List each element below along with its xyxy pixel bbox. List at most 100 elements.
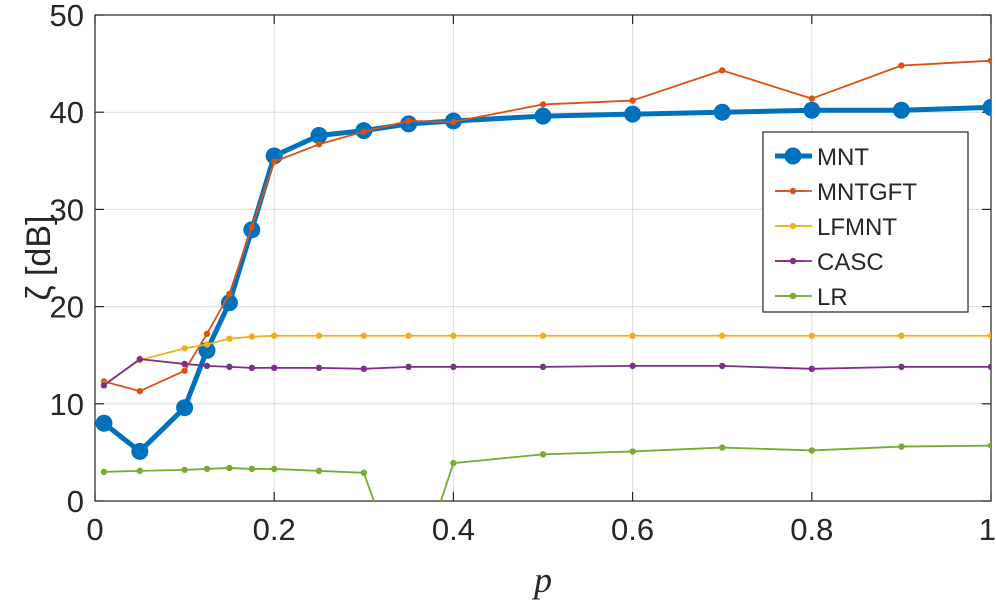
legend-item-lfmnt: LFMNT (775, 214, 897, 241)
x-tick-label: 1 (979, 512, 996, 547)
data-point-lfmnt (450, 332, 457, 339)
data-point-lr (360, 469, 367, 477)
legend-item-mntgft: MNTGFT (775, 179, 917, 206)
data-point-mntgft (539, 101, 547, 108)
data-point-lfmnt (315, 332, 323, 339)
x-tick-label: 0 (86, 512, 103, 547)
data-point-casc (719, 362, 726, 370)
data-point-mntgft (450, 118, 457, 126)
data-point-casc (203, 362, 211, 370)
data-point-lfmnt (271, 332, 278, 339)
data-point-lr (315, 467, 323, 475)
y-tick-label: 40 (50, 95, 84, 130)
data-point-lfmnt (248, 333, 255, 340)
data-point-casc (539, 363, 547, 371)
data-point-lr (100, 468, 108, 476)
data-point-mntgft (405, 117, 412, 125)
data-point-mntgft (315, 141, 323, 148)
data-point-mnt (713, 103, 731, 121)
data-point-casc (360, 365, 367, 373)
data-point-mntgft (248, 223, 255, 231)
data-point-mnt (131, 442, 149, 460)
data-point-lfmnt (360, 332, 367, 339)
legend-label: MNT (817, 144, 869, 171)
data-point-mnt (95, 414, 113, 432)
data-point-mnt (624, 105, 642, 123)
data-point-lr (450, 459, 457, 467)
y-tick-label: 20 (50, 290, 84, 325)
data-point-casc (898, 363, 905, 371)
data-point-lfmnt (181, 345, 188, 352)
legend: MNT MNTGFT LFMNT CASC LR (762, 131, 969, 313)
data-point-lfmnt (898, 332, 905, 339)
data-point-mnt (220, 294, 238, 312)
data-point-lfmnt (629, 332, 636, 339)
data-point-lr (136, 467, 143, 475)
data-point-lr (898, 443, 905, 450)
data-point-casc (405, 363, 412, 371)
y-axis-label: ζ [dB] (20, 216, 58, 301)
data-point-casc (450, 363, 457, 371)
data-point-mnt (534, 107, 552, 125)
series-lr (100, 442, 991, 501)
series-layer (95, 57, 991, 501)
data-point-casc (100, 382, 108, 389)
data-point-mnt (892, 101, 910, 119)
x-tick-label: 0.2 (253, 512, 296, 547)
legend-item-lr: LR (775, 284, 848, 311)
data-point-lr (226, 464, 233, 472)
data-point-mntgft (987, 57, 991, 64)
data-point-mntgft (271, 158, 278, 165)
data-point-lfmnt (987, 332, 991, 339)
data-point-mntgft (203, 330, 211, 338)
data-point-lr (539, 451, 547, 458)
legend-swatch-marker (789, 187, 797, 195)
data-point-mntgft (136, 387, 143, 395)
y-tick-label: 30 (50, 192, 84, 227)
data-point-mntgft (719, 67, 726, 74)
data-point-lr (808, 447, 815, 454)
x-axis-label: p (531, 560, 552, 600)
data-point-mntgft (360, 128, 367, 135)
y-tick-label: 10 (50, 387, 84, 422)
data-point-lr (203, 465, 211, 473)
legend-swatch-marker (784, 147, 802, 165)
data-point-casc (987, 363, 991, 371)
data-point-mntgft (808, 95, 815, 102)
data-point-mntgft (629, 97, 636, 104)
data-point-lr (629, 448, 636, 455)
data-point-casc (226, 363, 233, 371)
data-point-lfmnt (226, 335, 233, 342)
data-point-casc (629, 362, 636, 370)
y-tick-label: 0 (67, 484, 84, 519)
legend-swatch-marker (789, 257, 797, 265)
data-point-lfmnt (539, 332, 547, 339)
data-point-lfmnt (719, 332, 726, 339)
data-point-lr (271, 465, 278, 473)
legend-label: MNTGFT (817, 179, 917, 206)
series-casc (100, 355, 991, 389)
y-tick-label: 50 (50, 0, 84, 33)
data-point-mntgft (226, 290, 233, 298)
legend-label: LR (817, 284, 848, 311)
data-point-lr (987, 442, 991, 449)
data-point-mntgft (181, 367, 188, 374)
data-point-lfmnt (405, 332, 412, 339)
data-point-mntgft (898, 62, 905, 69)
data-point-mnt (176, 399, 194, 417)
data-point-casc (315, 364, 323, 372)
data-point-casc (248, 364, 255, 372)
legend-swatch-marker (789, 292, 797, 300)
data-point-casc (136, 355, 143, 363)
data-point-casc (808, 365, 815, 373)
data-point-casc (271, 364, 278, 372)
data-point-lfmnt (808, 332, 815, 339)
data-point-mnt (310, 127, 328, 145)
data-point-mnt (982, 98, 991, 116)
legend-item-casc: CASC (775, 249, 884, 276)
legend-label: CASC (817, 249, 884, 276)
legend-item-mnt: MNT (775, 144, 869, 171)
legend-label: LFMNT (817, 214, 897, 241)
